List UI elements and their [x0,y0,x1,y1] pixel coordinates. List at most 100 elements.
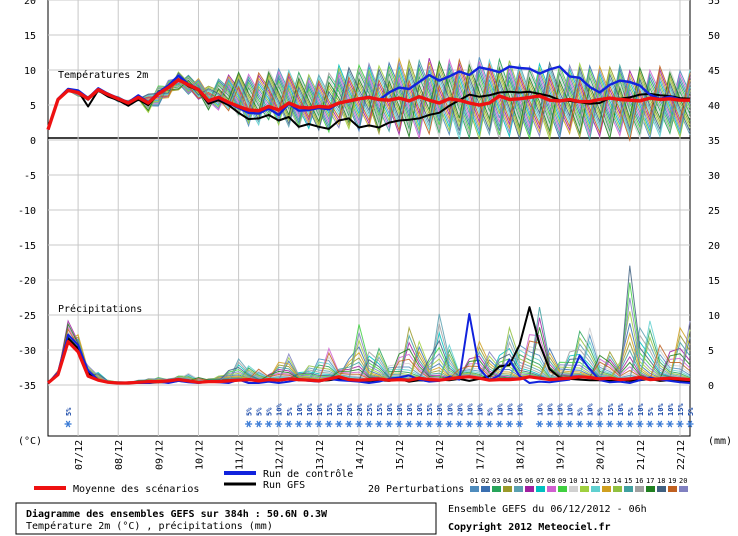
snow-probability-label: 10% [416,403,424,416]
snowflake-icon [345,420,353,428]
perturb-swatch [602,486,611,492]
perturb-number: 15 [624,477,632,485]
chart-lines [46,56,691,385]
snow-probability-label: 5% [627,407,635,416]
perturb-swatch [668,486,677,492]
right-tick-label: 0 [708,381,714,392]
right-tick-label: 25 [708,206,720,217]
legend-perturb-label: 20 Perturbations [368,484,464,495]
snowflake-icon [556,420,564,428]
snow-probability-label: 5% [246,407,254,416]
perturbation-precip-line [47,297,691,384]
date-label: 11/12 [235,440,246,470]
snow-probability-label: 10% [466,403,474,416]
right-tick-label: 15 [708,276,720,287]
snow-probability-label: 10% [386,403,394,416]
snowflake-icon [576,420,584,428]
left-tick-label: -15 [18,241,36,252]
perturb-swatch [569,486,578,492]
snowflake-icon [616,420,624,428]
snowflake-icon [686,420,694,428]
snowflake-icon [395,420,403,428]
date-label: 21/12 [636,440,647,470]
perturb-number: 01 [470,477,478,485]
snow-probability-label: 10% [516,403,524,416]
date-label: 08/12 [114,440,125,470]
left-tick-label: -5 [24,171,36,182]
date-label: 16/12 [435,440,446,470]
footer-subtitle: Température 2m (°C) , précipitations (mm… [26,520,273,532]
snow-probability-label: 10% [637,403,645,416]
perturb-swatch [536,486,545,492]
right-unit-label: (mm) [708,436,732,447]
perturb-swatch [503,486,512,492]
snowflake-icon [315,420,323,428]
snowflake-icon [656,420,664,428]
snowflake-icon [255,420,263,428]
snow-probability-label: 5% [577,407,585,416]
perturb-number: 13 [602,477,610,485]
left-tick-label: 0 [30,136,36,147]
snowflake-icon [646,420,654,428]
snowflake-icon [495,420,503,428]
snowflake-icon [606,420,614,428]
right-tick-label: 50 [708,31,720,42]
perturb-number: 06 [525,477,533,485]
snowflake-icon [305,420,313,428]
snow-probability-label: 10% [657,403,665,416]
snow-probability-label: 5% [65,407,73,416]
legend: Run de contrôle Run GFS Moyenne des scén… [34,468,688,495]
left-tick-label: -25 [18,311,36,322]
right-tick-label: 20 [708,241,720,252]
snow-probability-label: 15% [326,403,334,416]
legend-control-label: Run de contrôle [263,468,353,480]
snowflake-icon [325,420,333,428]
perturb-swatch [547,486,556,492]
perturb-swatch [514,486,523,492]
date-label: 07/12 [74,440,85,470]
left-tick-label: 5 [30,101,36,112]
perturb-number: 02 [481,477,489,485]
snow-probability-label: 20% [346,403,354,416]
right-tick-label: 5 [708,346,714,357]
perturb-number: 07 [536,477,544,485]
snow-probability-label: 20% [356,403,364,416]
snowflake-icon [385,420,393,428]
perturb-number: 16 [635,477,643,485]
snow-probability-label: 15% [426,403,434,416]
date-label: 13/12 [315,440,326,470]
perturb-number: 19 [668,477,676,485]
perturbation-temp-line [47,60,691,141]
snow-probability-label: 5% [286,407,294,416]
perturb-swatch [646,486,655,492]
snow-probability-label: 5% [687,407,695,416]
snow-probability-label: 10% [617,403,625,416]
perturb-swatch [470,486,479,492]
snowflake-icon [566,420,574,428]
right-tick-label: 35 [708,136,720,147]
snow-probability-label: 10% [276,403,284,416]
snowflake-icon [64,420,72,428]
copyright: Copyright 2012 Meteociel.fr [448,521,611,533]
snowflake-icon [425,420,433,428]
snowflake-icon [465,420,473,428]
snowflake-icon [505,420,513,428]
snow-probability-label: 10% [396,403,404,416]
snow-probability-label: 10% [547,403,555,416]
snow-probability-label: 10% [316,403,324,416]
perturb-number: 12 [591,477,599,485]
snowflake-icon [596,420,604,428]
snowflake-icon [536,420,544,428]
perturb-swatch [635,486,644,492]
snow-probability-label: 10% [587,403,595,416]
perturb-number: 14 [613,477,621,485]
snowflake-icon [335,420,343,428]
mean-temp-line [46,78,690,131]
snowflake-icon [275,420,283,428]
snowflake-icon [355,420,363,428]
legend-gfs-label: Run GFS [263,480,305,491]
left-unit-label: (°C) [18,436,42,447]
perturb-number: 08 [547,477,555,485]
snow-probability-label: 5% [486,407,494,416]
